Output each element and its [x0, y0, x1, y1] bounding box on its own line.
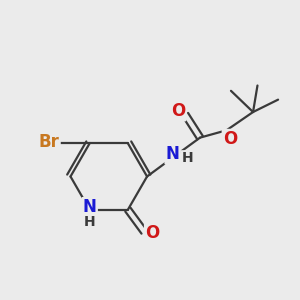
Text: H: H	[182, 151, 193, 165]
Text: N: N	[166, 146, 180, 164]
Text: O: O	[171, 102, 185, 120]
Text: N: N	[83, 198, 97, 216]
Text: O: O	[145, 224, 160, 242]
Text: H: H	[84, 215, 95, 229]
Text: O: O	[223, 130, 237, 148]
Text: Br: Br	[39, 133, 59, 151]
